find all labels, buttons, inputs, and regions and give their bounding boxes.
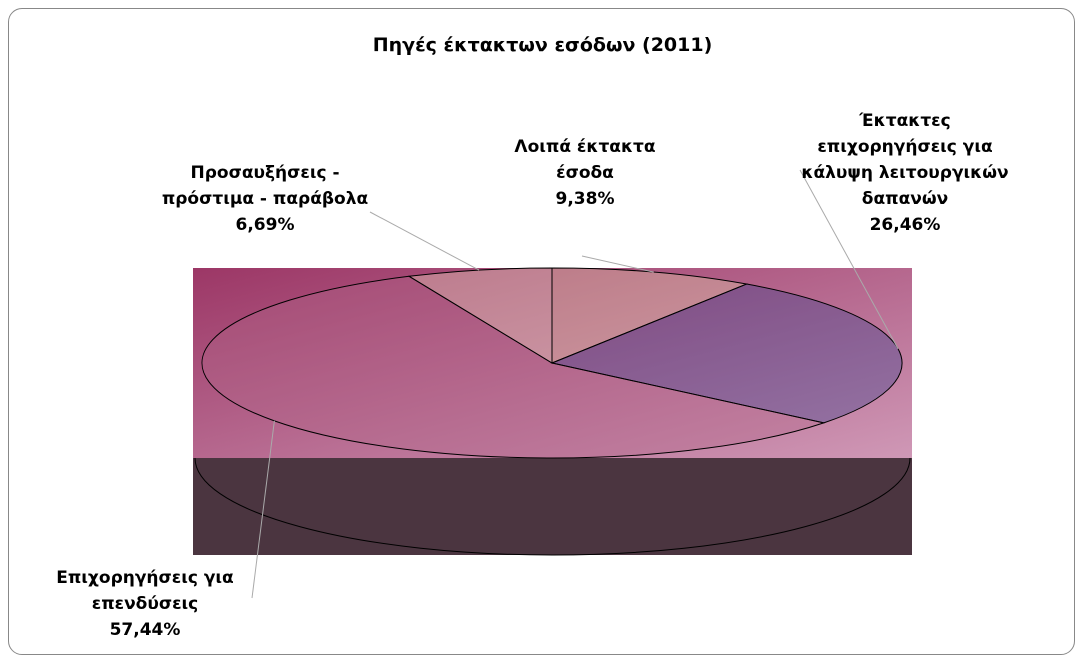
slice-label: Προσαυξήσεις - πρόστιμα - παράβολα [161, 163, 369, 209]
leader-line [581, 255, 654, 273]
slice-value: 57,44% [109, 620, 181, 640]
slice-value: 6,69% [235, 215, 295, 235]
slice-label: Επιχορηγήσεις για επενδύσεις [56, 568, 234, 614]
slice-value: 26,46% [869, 215, 941, 235]
pie-edge [194, 457, 911, 556]
chart-frame [8, 8, 1075, 655]
chart-title: Πηγές έκτακτων εσόδων (2011) [372, 34, 713, 56]
slice-value: 9,38% [555, 189, 615, 209]
slice-label: Λοιπά έκτακτα έσοδα [514, 137, 656, 183]
slice-label: Έκτακτες επιχορηγήσεις για κάλυψη λειτου… [801, 111, 1009, 209]
leader-line [251, 420, 275, 599]
leader-line [799, 169, 899, 350]
pie-side [193, 458, 912, 555]
leader-line [369, 211, 480, 271]
